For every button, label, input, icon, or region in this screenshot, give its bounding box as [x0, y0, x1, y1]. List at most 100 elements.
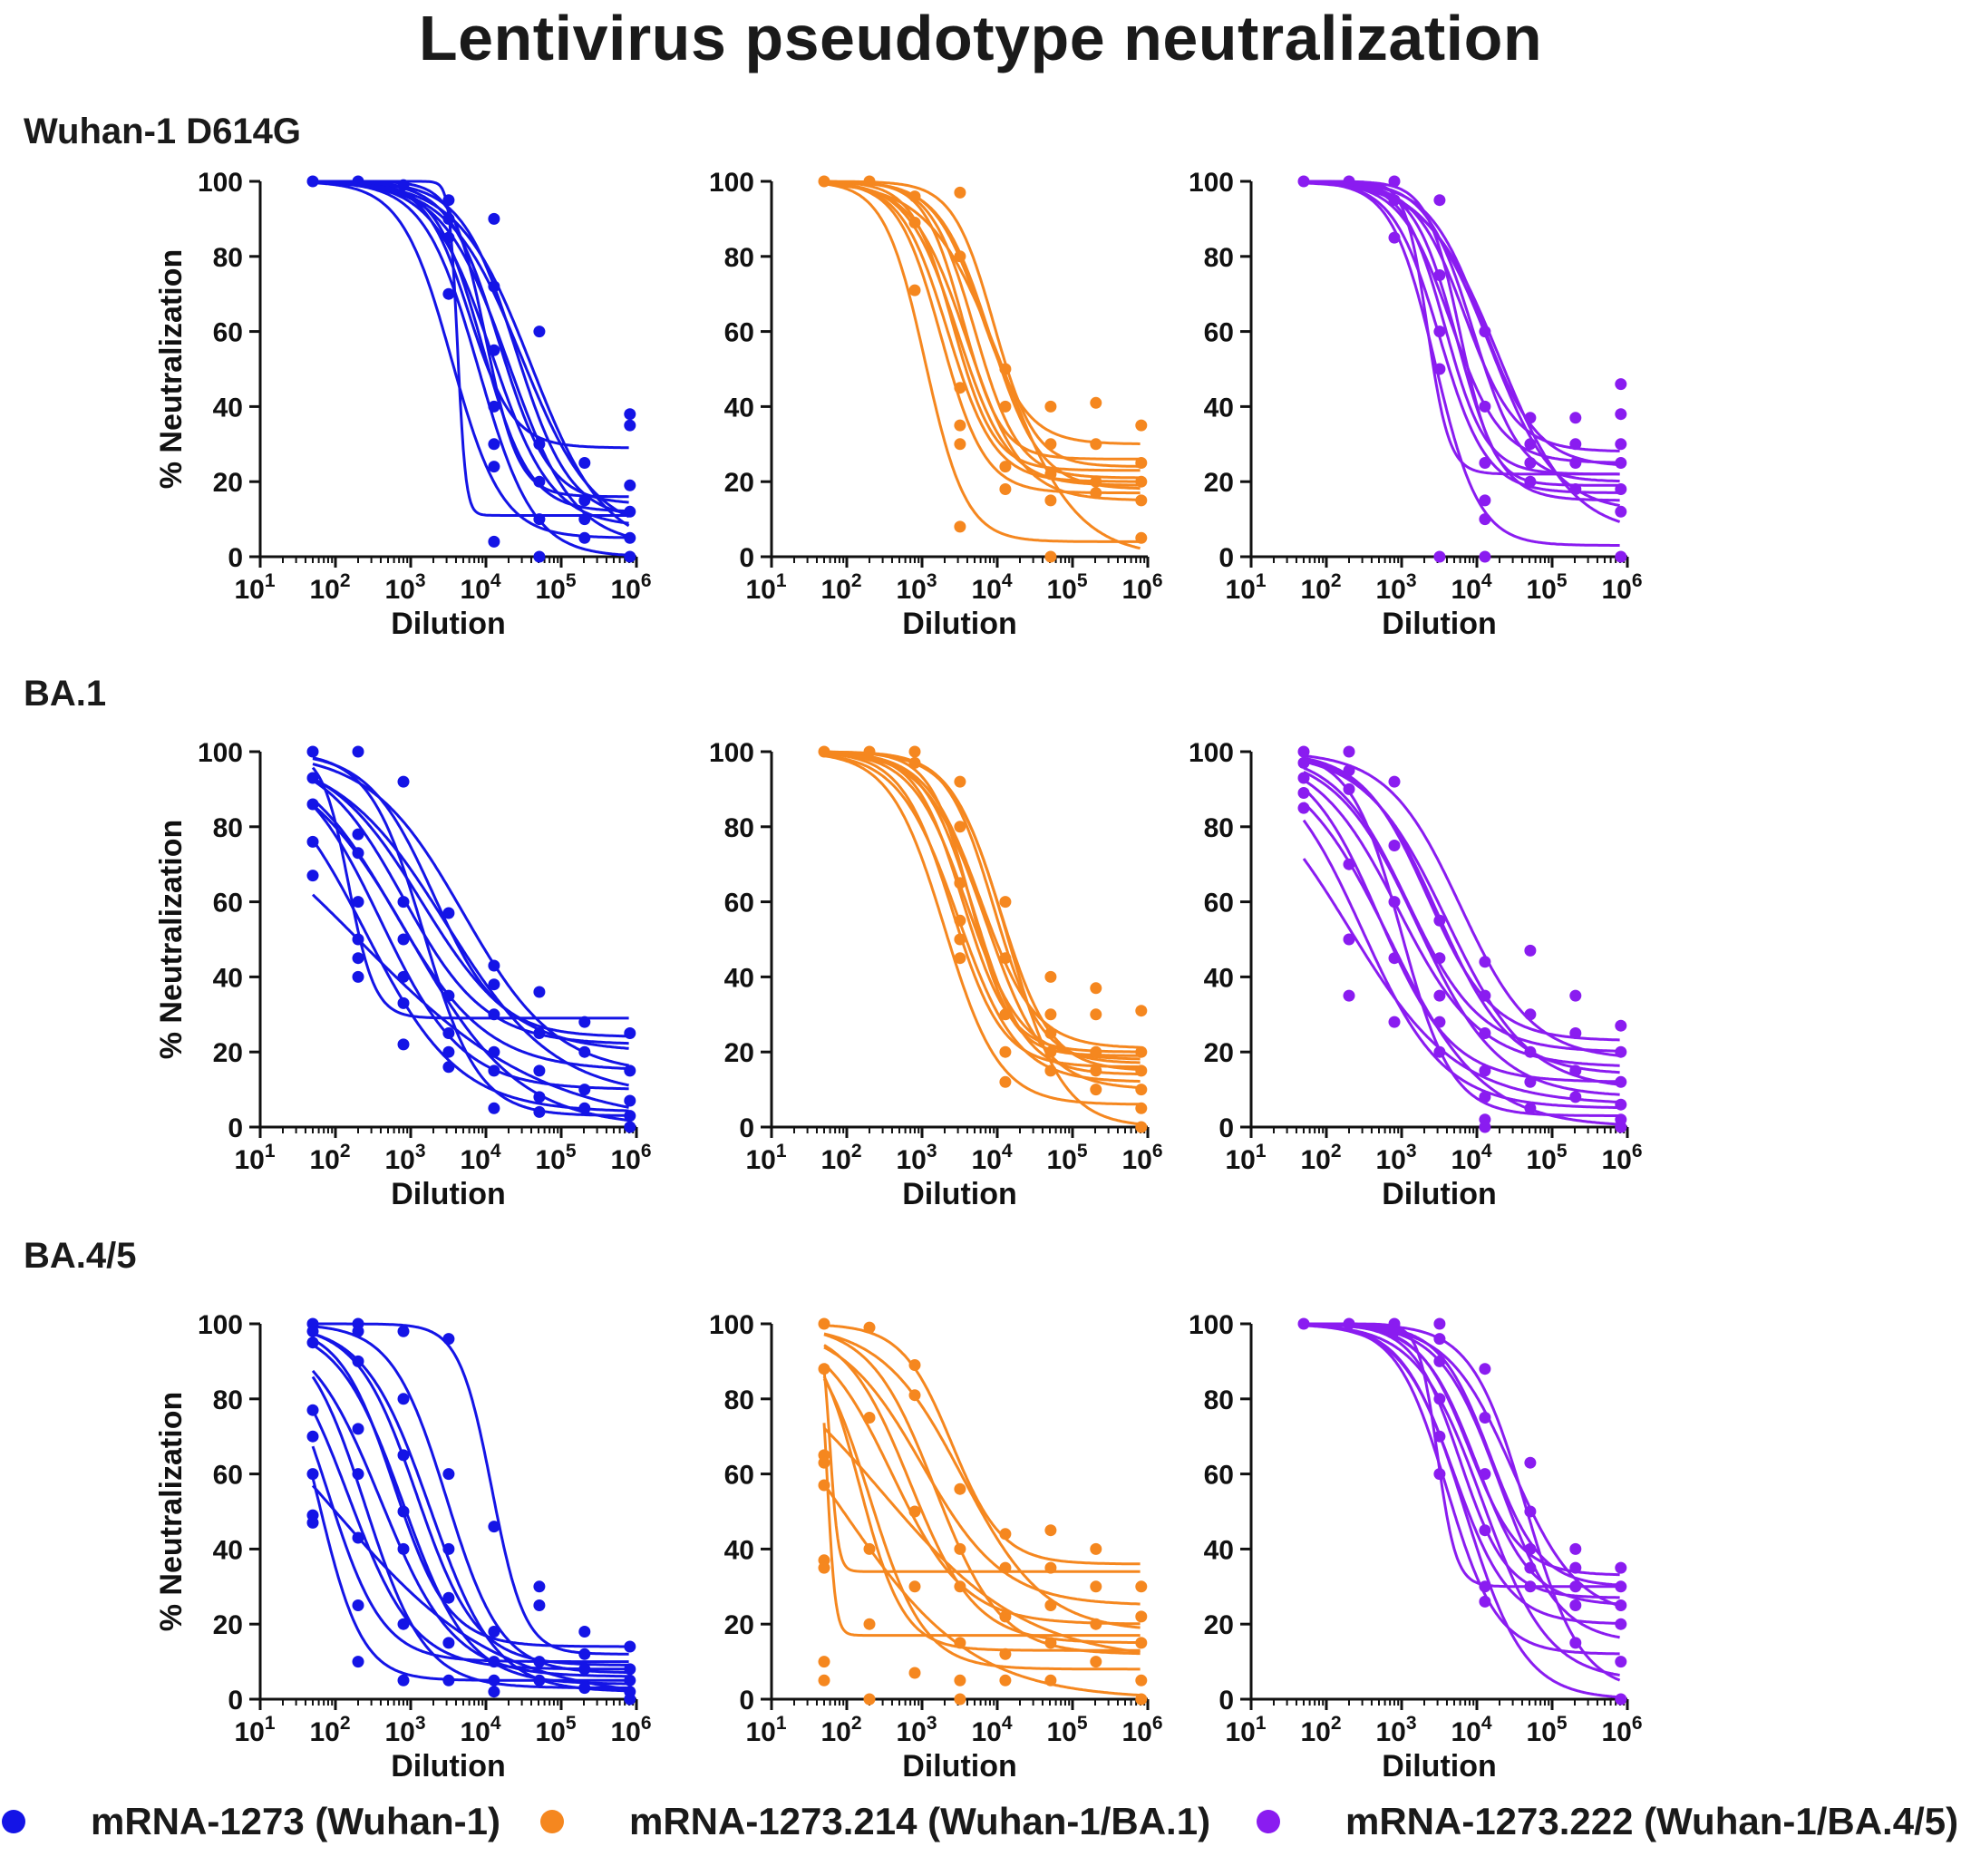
data-point	[1090, 396, 1102, 409]
x-axis-title: Dilution	[902, 1177, 1017, 1211]
y-tick-label: 60	[213, 1461, 243, 1491]
fit-curve	[312, 777, 629, 1087]
data-point	[533, 1091, 546, 1103]
data-point	[397, 1393, 410, 1405]
data-point	[306, 1430, 319, 1443]
data-point	[818, 1561, 830, 1574]
x-tick-label: 104	[971, 1713, 1012, 1747]
data-point	[1388, 1016, 1401, 1028]
data-point	[1044, 1637, 1057, 1649]
data-point	[624, 1663, 636, 1676]
fit-curve	[1303, 754, 1620, 1057]
data-point	[908, 217, 921, 228]
data-point	[1343, 764, 1355, 777]
data-point	[954, 1693, 966, 1706]
y-tick-label: 0	[1218, 1686, 1234, 1716]
data-point	[1433, 1393, 1446, 1405]
y-axis-title: % Neutralization	[154, 249, 189, 489]
fit-curve	[312, 756, 629, 1117]
data-point	[578, 1084, 591, 1096]
x-tick-label: 103	[1375, 1141, 1416, 1175]
y-tick-label: 40	[724, 963, 754, 993]
data-point	[1135, 1084, 1148, 1096]
data-point	[1524, 1008, 1537, 1021]
data-point	[352, 828, 364, 841]
y-tick-label: 40	[1204, 963, 1234, 993]
data-point	[306, 835, 319, 848]
y-tick-label: 60	[724, 1461, 754, 1491]
data-point	[442, 231, 455, 244]
data-point	[818, 1363, 830, 1375]
data-point	[1044, 1599, 1057, 1611]
fit-curve	[1304, 181, 1621, 523]
data-point	[818, 1656, 830, 1668]
y-tick-label: 0	[1218, 543, 1234, 573]
fit-curve	[1304, 180, 1620, 487]
data-point	[954, 1542, 966, 1555]
y-tick-label: 20	[1204, 1610, 1234, 1640]
fit-curve	[822, 1423, 1141, 1638]
data-point	[818, 1317, 830, 1330]
data-point	[1135, 1580, 1148, 1593]
data-point	[1479, 550, 1491, 563]
data-point	[533, 1064, 546, 1077]
data-point	[488, 978, 500, 991]
data-point	[818, 745, 830, 758]
y-tick-label: 100	[1189, 738, 1234, 768]
data-point	[1044, 468, 1057, 481]
data-point	[1090, 1656, 1102, 1668]
data-point	[999, 1674, 1012, 1686]
data-point	[397, 970, 410, 983]
data-point	[1569, 989, 1582, 1002]
data-point	[1569, 1027, 1582, 1039]
legend-marker-1273-214	[540, 1810, 564, 1833]
data-point	[863, 1542, 876, 1555]
data-point	[306, 1468, 319, 1481]
fit-curve	[1303, 760, 1620, 1086]
x-tick-label: 105	[1046, 570, 1087, 605]
data-point	[533, 1656, 546, 1668]
x-tick-label: 105	[1526, 570, 1567, 605]
data-point	[306, 745, 319, 758]
data-point	[488, 1656, 500, 1668]
data-point	[1135, 1121, 1148, 1133]
x-tick-label: 101	[745, 1141, 786, 1175]
fit-curve	[311, 893, 629, 1109]
data-point	[488, 400, 500, 413]
data-point	[442, 194, 455, 207]
y-tick-label: 40	[213, 1535, 243, 1565]
data-point	[863, 1618, 876, 1630]
data-point	[1569, 1637, 1582, 1649]
data-point	[1615, 438, 1627, 451]
y-tick-label: 20	[724, 1610, 754, 1640]
fit-curve	[312, 1344, 629, 1686]
data-point	[1297, 745, 1310, 758]
data-point	[1135, 1045, 1148, 1058]
data-point	[488, 212, 500, 225]
data-point	[1090, 1618, 1102, 1630]
y-tick-label: 60	[213, 318, 243, 348]
data-point	[1433, 1317, 1446, 1330]
legend-item-1273-222: mRNA-1273.222 (Wuhan-1/BA.4/5)	[1257, 1800, 1958, 1843]
legend-label-1273-214: mRNA-1273.214 (Wuhan-1/BA.1)	[629, 1800, 1211, 1842]
data-point	[397, 933, 410, 946]
data-point	[397, 179, 410, 191]
fit-curve	[1304, 1322, 1620, 1599]
y-tick-label: 60	[724, 889, 754, 919]
data-point	[624, 1121, 636, 1133]
fit-curve	[312, 803, 629, 1123]
x-tick-label: 105	[1046, 1141, 1087, 1175]
data-point	[352, 896, 364, 909]
data-point	[1524, 1456, 1537, 1469]
y-tick-label: 80	[724, 243, 754, 273]
legend-item-1273-214: mRNA-1273.214 (Wuhan-1/BA.1)	[540, 1800, 1210, 1843]
data-point	[578, 1626, 591, 1638]
y-tick-label: 80	[724, 1385, 754, 1415]
data-point	[1524, 1075, 1537, 1088]
neutralization-chart-grid: 0 20 40 60 80 100 101 102 103 104 105 106 Dilution % …	[154, 168, 1643, 1777]
x-tick-label: 101	[234, 1713, 275, 1747]
data-point	[1479, 956, 1491, 968]
data-point	[863, 745, 876, 758]
panel-2-2: 0 20 40 60 80 100 101 102 103 104 105 106 Dilution	[709, 738, 1163, 1211]
y-tick-label: 80	[213, 243, 243, 273]
